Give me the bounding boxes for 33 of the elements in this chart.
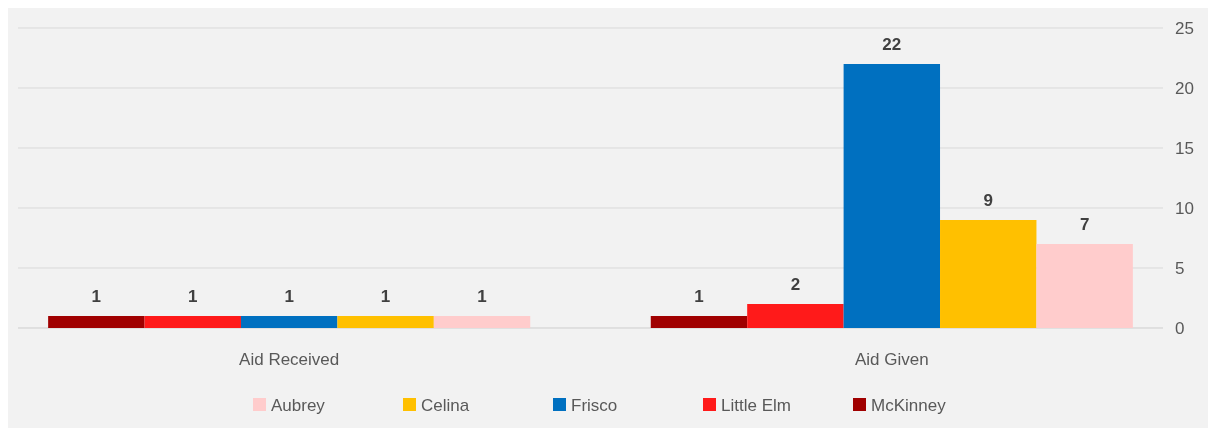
data-label: 7 — [1079, 215, 1090, 234]
y-tick-label: 25 — [1175, 18, 1194, 38]
legend-label: Frisco — [571, 395, 618, 415]
y-tick-label: 0 — [1175, 318, 1185, 338]
y-tick-label: 15 — [1175, 138, 1194, 158]
data-label: 1 — [188, 287, 198, 306]
bar — [747, 304, 844, 328]
legend-label: Aubrey — [271, 395, 326, 415]
bar — [144, 316, 241, 328]
y-tick-label: 10 — [1175, 198, 1194, 218]
data-label: 1 — [284, 287, 294, 306]
bar — [650, 316, 748, 328]
data-label: 1 — [477, 287, 487, 306]
data-label: 22 — [882, 35, 902, 54]
bar — [433, 316, 531, 328]
y-tick-label: 5 — [1175, 258, 1185, 278]
bar — [337, 316, 434, 328]
legend-label: McKinney — [871, 395, 947, 415]
x-tick-label: Aid Given — [854, 350, 929, 369]
y-tick-label: 20 — [1175, 78, 1194, 98]
bar — [843, 64, 941, 328]
bar — [940, 220, 1037, 328]
data-label: 2 — [790, 275, 801, 294]
legend-label: Celina — [421, 395, 470, 415]
data-label: 1 — [694, 287, 704, 306]
bar — [48, 316, 145, 328]
data-label: 1 — [91, 287, 102, 306]
bar — [1036, 244, 1133, 328]
data-label: 9 — [983, 191, 993, 210]
legend-label: Little Elm — [721, 395, 791, 415]
bar — [240, 316, 338, 328]
data-label: 1 — [380, 287, 391, 306]
x-tick-label: Aid Received — [239, 350, 340, 369]
